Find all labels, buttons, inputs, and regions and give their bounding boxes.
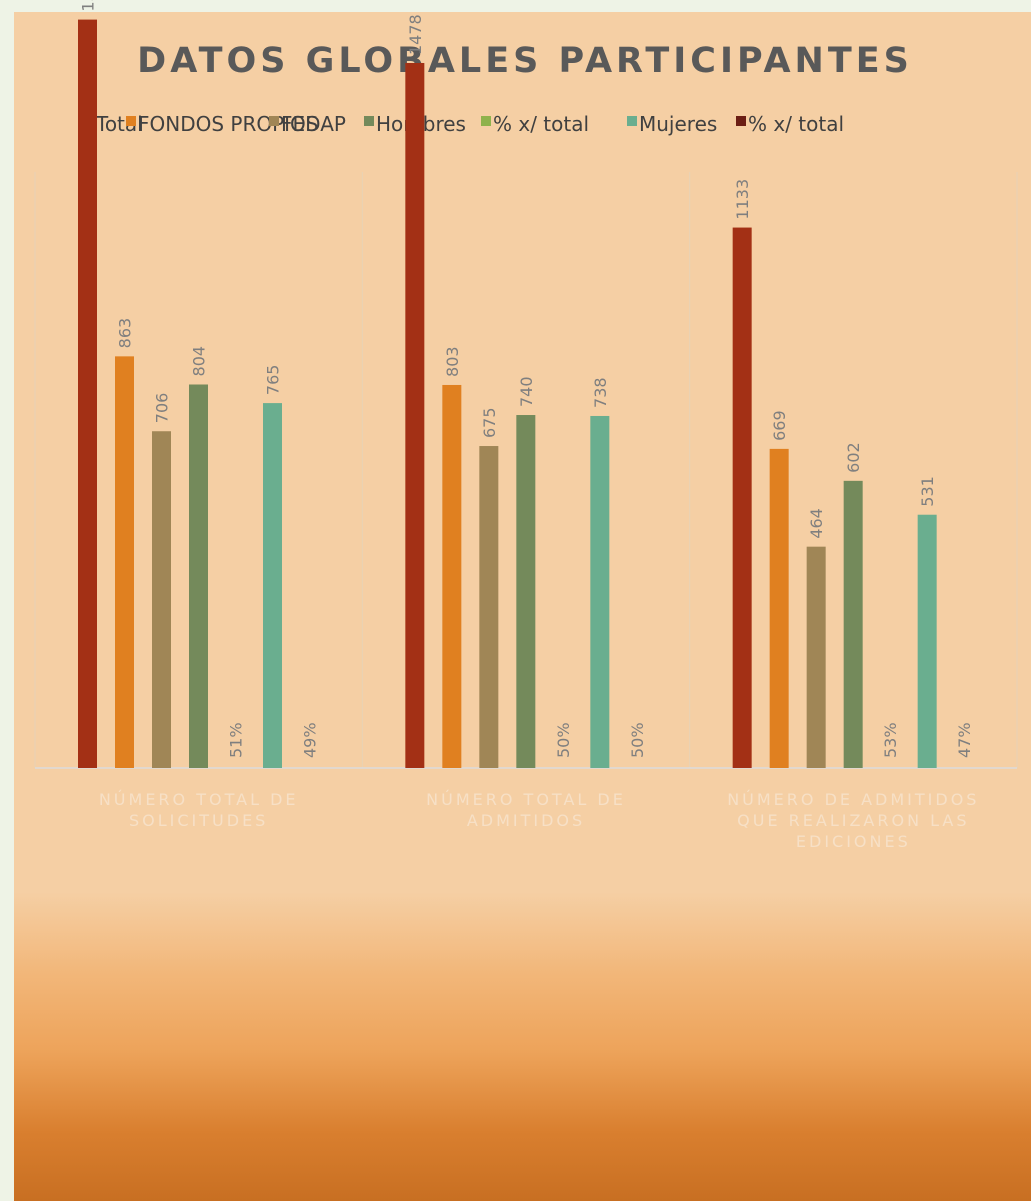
data-label: 740 bbox=[517, 376, 536, 407]
data-label: 669 bbox=[770, 410, 789, 441]
legend-label: % x/ total bbox=[493, 112, 589, 136]
legend-label: Mujeres bbox=[639, 112, 717, 136]
bar bbox=[806, 546, 826, 768]
data-label: 706 bbox=[153, 393, 172, 424]
bar bbox=[405, 62, 425, 768]
legend-swatch bbox=[364, 116, 374, 126]
data-label: 863 bbox=[116, 318, 135, 349]
legend-item: % x/ total bbox=[736, 112, 844, 136]
bar bbox=[732, 227, 752, 768]
bar bbox=[78, 19, 97, 769]
data-label: 47% bbox=[955, 722, 974, 758]
legend-swatch bbox=[627, 116, 637, 126]
legend-item: FONDOS PROPIOS bbox=[126, 112, 319, 136]
category-label: NÚMERO TOTAL DE bbox=[99, 790, 299, 809]
bar bbox=[516, 415, 536, 768]
category-label: EDICIONES bbox=[796, 832, 911, 851]
data-label: 50% bbox=[628, 722, 647, 758]
legend-swatch bbox=[481, 116, 491, 126]
legend-item: FEDAP bbox=[269, 112, 346, 136]
legend-swatch bbox=[126, 116, 136, 126]
bar bbox=[917, 514, 937, 768]
data-label: 49% bbox=[301, 722, 320, 758]
bar bbox=[442, 384, 462, 768]
data-labels: 1569 863 706 804 51% 765 49% 1478 803 675 740 50% 73… bbox=[79, 0, 975, 758]
bar bbox=[152, 431, 171, 768]
data-label: 53% bbox=[881, 722, 900, 758]
data-label: 804 bbox=[190, 346, 209, 377]
category-label: NÚMERO TOTAL DE bbox=[426, 790, 626, 809]
legend-swatch bbox=[269, 116, 279, 126]
legend-label: FONDOS PROPIOS bbox=[138, 112, 319, 136]
category-label: NÚMERO DE ADMITIDOS bbox=[727, 790, 979, 809]
bar bbox=[769, 448, 789, 768]
bar bbox=[843, 480, 863, 768]
data-label: 803 bbox=[443, 346, 462, 377]
bar bbox=[590, 415, 610, 768]
bar bbox=[115, 356, 134, 768]
bars bbox=[78, 19, 937, 769]
category-label: ADMITIDOS bbox=[467, 811, 585, 830]
category-labels: NÚMERO TOTAL DE SOLICITUDES NÚMERO TOTAL D… bbox=[99, 790, 979, 851]
data-label: 51% bbox=[227, 722, 246, 758]
legend-label: FEDAP bbox=[281, 112, 346, 136]
data-label: 1569 bbox=[79, 0, 98, 12]
data-label: 464 bbox=[807, 508, 826, 539]
category-label: SOLICITUDES bbox=[129, 811, 268, 830]
data-label: 675 bbox=[480, 407, 499, 438]
data-label: 50% bbox=[554, 722, 573, 758]
chart-title: DATOS GLOBALES PARTICIPANTES bbox=[137, 41, 913, 81]
data-label: 1133 bbox=[733, 179, 752, 220]
category-label: QUE REALIZARON LAS bbox=[737, 811, 969, 830]
legend-label: % x/ total bbox=[748, 112, 844, 136]
bar bbox=[479, 446, 499, 768]
legend-item: Mujeres bbox=[627, 112, 717, 136]
data-label: 531 bbox=[918, 476, 937, 507]
data-label: 765 bbox=[264, 365, 283, 396]
bar bbox=[263, 403, 282, 768]
legend-item: % x/ total bbox=[481, 112, 589, 136]
data-label: 738 bbox=[591, 377, 610, 408]
data-label: 602 bbox=[844, 442, 863, 473]
data-label: 1478 bbox=[406, 14, 425, 55]
bar bbox=[189, 384, 208, 768]
legend-swatch bbox=[736, 116, 746, 126]
